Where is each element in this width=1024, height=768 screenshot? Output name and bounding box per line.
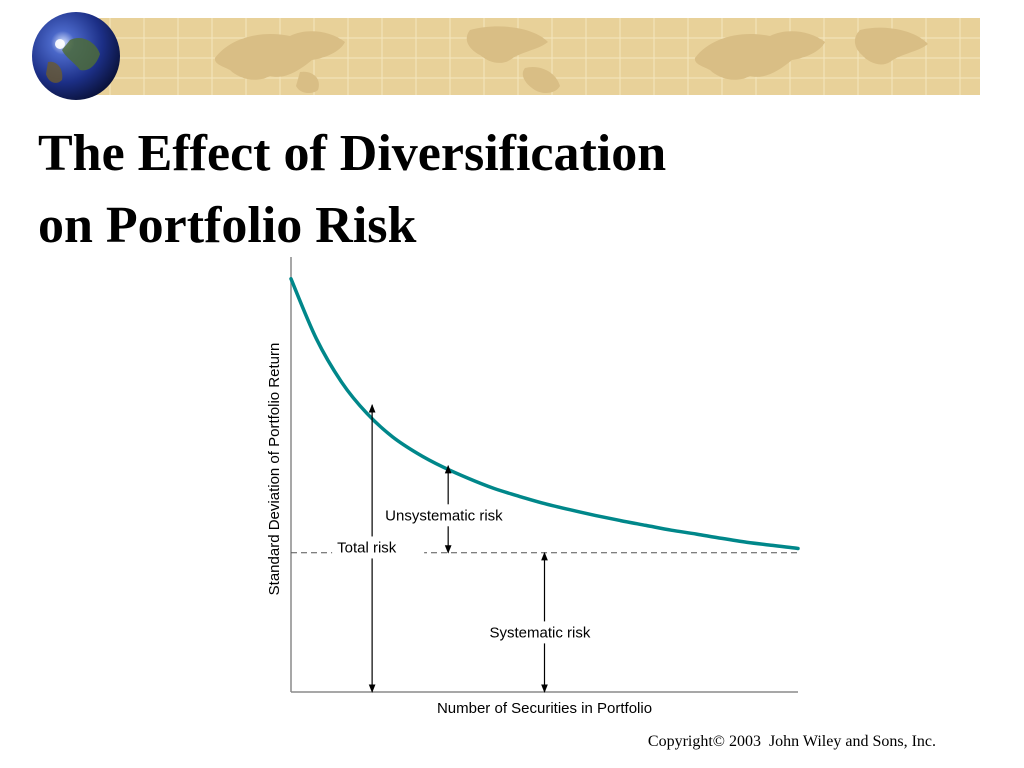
annotation-label-bg-3 xyxy=(484,621,618,644)
annotation-label-bg-2 xyxy=(380,504,530,527)
copyright-notice: Copyright© 2003 John Wiley and Sons, Inc… xyxy=(647,733,936,750)
total-risk-curve xyxy=(289,277,800,551)
annotation-label-1: Total risk xyxy=(337,539,397,556)
globe-icon xyxy=(32,12,120,100)
annotation-label-bg-1 xyxy=(332,536,425,559)
annotation-label-2: Unsystematic risk xyxy=(385,507,503,524)
x-axis-label: Number of Securities in Portfolio xyxy=(437,700,652,717)
y-axis-label: Standard Deviation of Portfolio Return xyxy=(266,343,283,596)
chart-plot-area: Total risk Unsystematic risk Systematic ri… xyxy=(266,257,800,717)
world-map-banner xyxy=(32,12,980,100)
annotation-label-3: Systematic risk xyxy=(490,624,591,641)
title-line-2: on Portfolio Risk xyxy=(38,197,417,254)
page-title: The Effect of Diversification on Portfol… xyxy=(38,118,666,262)
banner-continents xyxy=(214,26,928,94)
title-line-1: The Effect of Diversification xyxy=(38,125,667,182)
